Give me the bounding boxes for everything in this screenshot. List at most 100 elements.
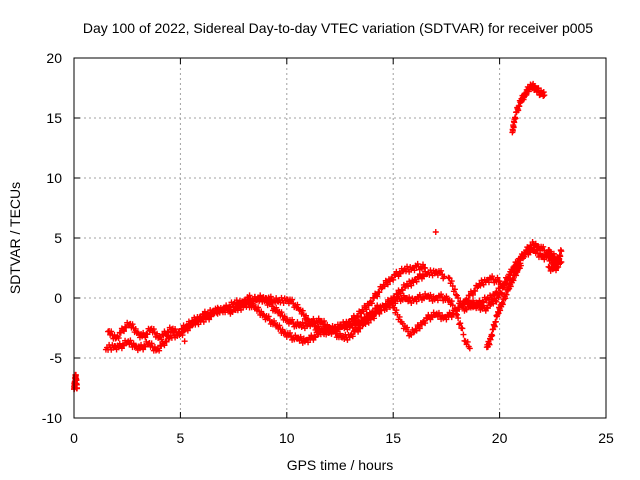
data-point (374, 293, 381, 300)
data-point (396, 313, 403, 320)
data-point (443, 316, 450, 323)
data-point (484, 305, 491, 312)
chart-title: Day 100 of 2022, Sidereal Day-to-day VTE… (83, 20, 593, 36)
data-point (555, 264, 562, 271)
data-point (286, 329, 293, 336)
data-point (299, 307, 306, 314)
data-point (299, 319, 306, 326)
data-point (464, 338, 471, 345)
data-point (357, 325, 364, 332)
data-point (228, 308, 235, 315)
data-point (495, 294, 502, 301)
data-point (294, 301, 301, 308)
data-point (119, 341, 126, 348)
data-point (381, 283, 388, 290)
data-point (550, 250, 557, 257)
data-point (462, 305, 469, 312)
data-point (408, 282, 415, 289)
data-point (525, 245, 532, 252)
data-point (108, 328, 115, 335)
data-point (390, 276, 397, 283)
data-point (378, 285, 385, 292)
data-point (156, 347, 163, 354)
data-point (200, 318, 207, 325)
data-point (492, 318, 499, 325)
data-point (276, 322, 283, 329)
data-point (490, 300, 497, 307)
data-point (494, 290, 501, 297)
data-point (225, 304, 232, 311)
data-point (520, 96, 527, 103)
data-point (142, 334, 149, 341)
data-point (399, 287, 406, 294)
data-point (208, 313, 215, 320)
data-point (477, 282, 484, 289)
data-point (499, 284, 506, 291)
data-point (243, 303, 250, 310)
data-point (470, 291, 476, 298)
data-point (362, 321, 369, 328)
data-point (334, 325, 341, 331)
data-point (355, 328, 362, 335)
data-point (185, 323, 192, 330)
data-point (278, 309, 285, 316)
data-point (455, 315, 462, 322)
data-point (161, 342, 168, 349)
data-point (422, 320, 429, 327)
data-point (273, 304, 280, 311)
data-point (452, 291, 459, 298)
data-point (129, 321, 136, 328)
data-point (281, 313, 288, 320)
data-point (172, 326, 179, 333)
data-point (419, 261, 426, 268)
data-point (383, 306, 390, 313)
data-point (311, 333, 318, 340)
data-point (503, 291, 510, 298)
data-point (465, 297, 472, 304)
data-point (122, 323, 129, 330)
data-point (459, 325, 466, 332)
data-point (307, 323, 314, 330)
data-point (428, 313, 435, 319)
data-point (516, 103, 523, 110)
data-point (297, 333, 304, 340)
data-point (144, 331, 151, 338)
data-point (163, 338, 170, 345)
data-point (499, 301, 506, 308)
data-point (255, 304, 262, 311)
y-tick-label: -5 (50, 350, 63, 366)
data-point (271, 317, 278, 324)
data-point (438, 291, 445, 298)
data-point (153, 330, 160, 337)
data-point (487, 301, 494, 308)
data-point (457, 320, 464, 327)
data-point (448, 278, 455, 285)
data-point (127, 337, 134, 344)
data-point (448, 298, 455, 305)
data-point (413, 327, 420, 334)
data-point (359, 322, 366, 329)
data-point (510, 277, 517, 284)
data-point (485, 279, 492, 286)
data-point (489, 273, 496, 280)
data-point (557, 253, 564, 260)
data-point (557, 260, 564, 267)
data-point (262, 297, 269, 304)
data-point (368, 300, 375, 307)
data-point (292, 332, 299, 339)
data-point (357, 310, 364, 317)
data-point (384, 281, 391, 288)
data-point (474, 284, 481, 291)
data-point (517, 262, 524, 269)
y-tick-label: 0 (54, 290, 62, 306)
data-point (132, 325, 139, 332)
data-point (473, 305, 480, 312)
data-point (459, 300, 466, 307)
data-point (523, 249, 530, 256)
x-tick-label: 5 (177, 430, 185, 446)
x-axis-label: GPS time / hours (287, 457, 394, 473)
data-point (121, 328, 128, 335)
data-point (148, 340, 155, 347)
data-point (496, 278, 503, 285)
data-point (150, 326, 157, 333)
